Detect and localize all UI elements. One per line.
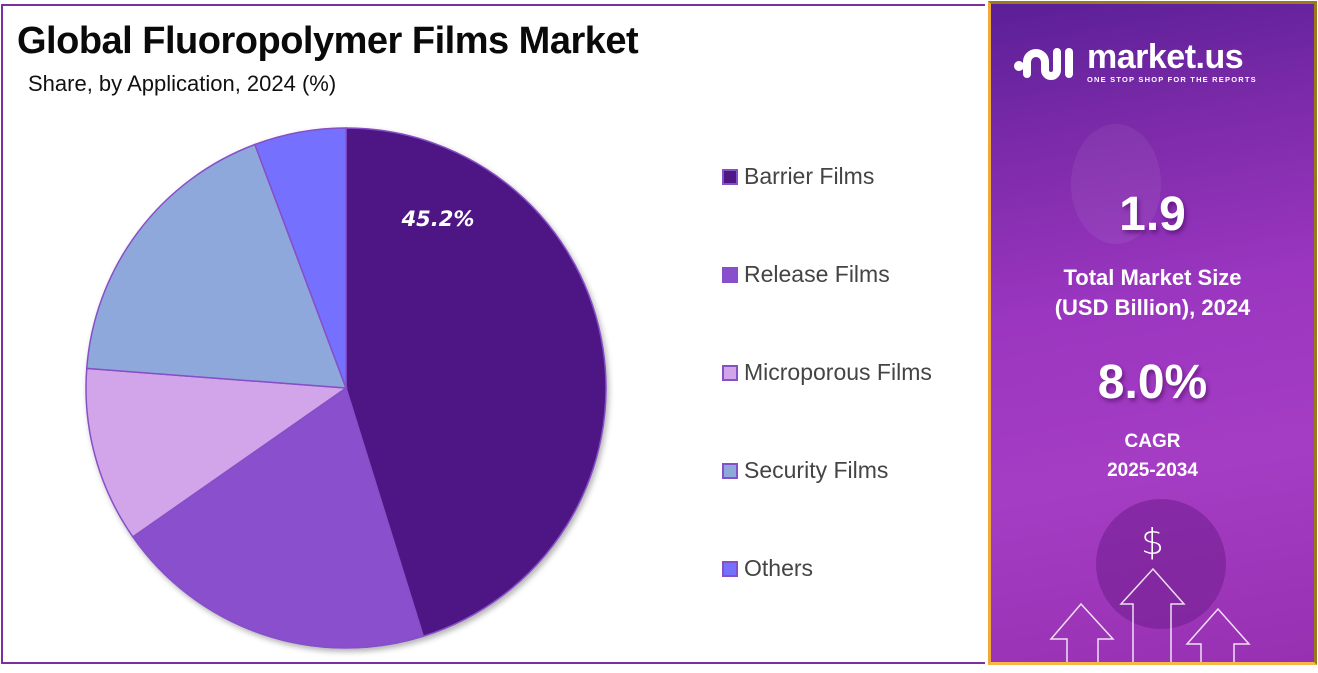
pie-slice-microporous-films (85, 367, 349, 538)
legend-label: Security Films (744, 457, 889, 483)
legend-item-security-films: Security Films (722, 457, 888, 484)
pie-slice-security-films (85, 143, 348, 389)
market-size-value: 1.9 (1119, 188, 1186, 241)
legend-swatch (722, 364, 738, 381)
up-arrow-icon (1049, 602, 1115, 662)
background-decoration (1071, 124, 1161, 244)
legend-swatch (722, 462, 738, 479)
pie-slice-release-films (131, 386, 425, 649)
brand-logo: market.us ONE STOP SHOP FOR THE REPORTS (1013, 40, 1257, 84)
market-size-label-line1: Total Market Size (1063, 265, 1242, 290)
legend-item-barrier-films: Barrier Films (722, 163, 874, 190)
legend-swatch (722, 560, 738, 577)
brand-name: market.us (1087, 38, 1244, 76)
growth-arrows-icon (1049, 567, 1251, 662)
brand-tagline: ONE STOP SHOP FOR THE REPORTS (1087, 75, 1257, 84)
up-arrow-icon (1119, 567, 1186, 662)
legend-label: Others (744, 555, 814, 581)
cagr-label: CAGR (1124, 431, 1181, 452)
pie-slice-barrier-films (345, 127, 607, 638)
legend-swatch (722, 168, 738, 185)
market-size-label-line2: (USD Billion), 2024 (1054, 295, 1251, 320)
chart-subtitle: Share, by Application, 2024 (%) (28, 71, 337, 96)
legend-label: Barrier Films (744, 163, 875, 189)
legend-item-microporous-films: Microporous Films (722, 359, 932, 386)
legend-swatch (722, 266, 738, 283)
slice-label-barrier-films: 45.2% (401, 207, 475, 231)
market-us-logo-icon (1014, 48, 1073, 80)
legend-label: Release Films (744, 261, 890, 287)
up-arrow-icon (1185, 607, 1251, 662)
chart-title: Global Fluoropolymer Films Market (17, 20, 639, 62)
summary-sidebar: market.us ONE STOP SHOP FOR THE REPORTS … (988, 1, 1317, 665)
pie-chart: 45.2% (85, 127, 607, 649)
cagr-period: 2025-2034 (1107, 460, 1198, 481)
legend-item-others: Others (722, 555, 813, 582)
legend-label: Microporous Films (744, 359, 932, 385)
background-decoration (1096, 499, 1226, 629)
pie-chart-svg (85, 127, 607, 649)
pie-slice-others (253, 127, 347, 389)
cagr-value: 8.0% (1097, 356, 1208, 409)
legend-item-release-films: Release Films (722, 261, 890, 288)
dollar-icon: $ (1141, 522, 1164, 563)
